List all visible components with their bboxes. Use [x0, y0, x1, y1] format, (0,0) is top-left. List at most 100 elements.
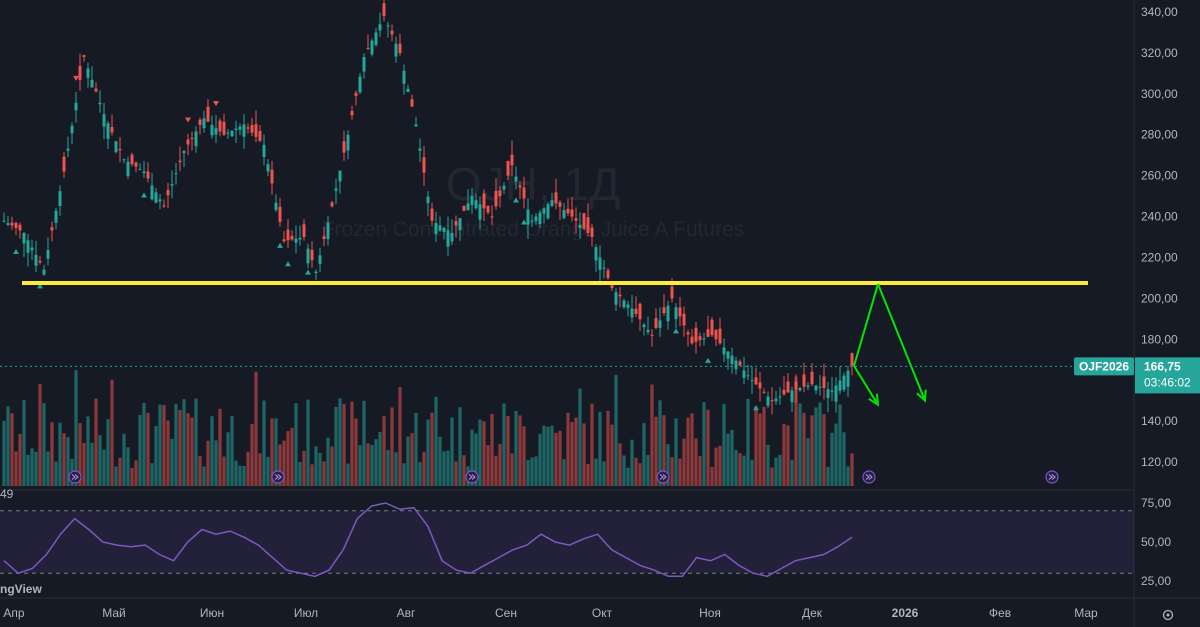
volume-bar [122, 433, 126, 486]
time-tick-label: Авг [397, 606, 416, 620]
candle-body [682, 313, 686, 326]
candle-body [414, 124, 418, 127]
volume-bar [798, 403, 802, 486]
time-tick-label: Май [102, 606, 126, 620]
candle-body [442, 228, 446, 232]
indicator-label: 49 [0, 487, 14, 501]
candle-body [650, 334, 654, 336]
volume-bar [218, 408, 222, 486]
candle-body [322, 236, 326, 240]
candle-body [418, 148, 422, 151]
candle-body [266, 164, 270, 172]
volume-bar [430, 412, 434, 486]
candle-body [714, 329, 718, 340]
candle-body [82, 55, 86, 57]
candle-body [678, 307, 682, 317]
candle-body [118, 149, 122, 151]
volume-bar [526, 459, 530, 486]
symbol-badge [1074, 357, 1134, 376]
volume-bar [746, 398, 750, 486]
volume-bar [294, 403, 298, 486]
volume-bar [66, 437, 70, 486]
candle-body [78, 65, 82, 80]
signal-up-marker [305, 269, 311, 275]
price-tick-label: 140,00 [1141, 414, 1178, 428]
volume-bar [214, 440, 218, 486]
candle-body [554, 192, 558, 204]
candle-body [314, 271, 318, 273]
volume-bar [390, 407, 394, 486]
volume-bar [634, 457, 638, 486]
last-price-badge[interactable]: OJF2026 166,75 03:46:02 [1074, 357, 1200, 394]
candle-body [534, 216, 538, 222]
candle-body [50, 227, 54, 231]
candle-body [662, 307, 666, 314]
volume-bar [822, 414, 826, 486]
candle-body [702, 338, 706, 340]
volume-bar [630, 439, 634, 486]
price-tick-label: 120,00 [1141, 455, 1178, 469]
candle-body [470, 196, 474, 206]
volume-bar [178, 409, 182, 486]
volume-bar [598, 411, 602, 486]
volume-bar [102, 449, 106, 486]
candle-body [486, 205, 490, 213]
candle-body [522, 187, 526, 199]
time-tick-label: Окт [592, 606, 613, 620]
candle-body [22, 232, 26, 244]
candle-body [298, 237, 302, 240]
candle-body [194, 131, 198, 147]
signal-up-marker [285, 261, 291, 267]
volume-bar [34, 451, 38, 486]
candle-body [38, 260, 42, 263]
volume-bar [490, 414, 494, 486]
volume-bar [766, 444, 770, 486]
volume-bar [54, 461, 58, 486]
volume-bar [842, 432, 846, 486]
volume-bar [362, 400, 366, 486]
volume-bar [554, 432, 558, 486]
settings-icon[interactable] [1162, 609, 1174, 621]
volume-bar [162, 405, 166, 486]
rsi-axis[interactable]: 75,00 50,00 25,00 [1141, 496, 1171, 588]
candle-body [478, 204, 482, 220]
volume-bars [2, 370, 854, 486]
volume-bar [182, 399, 186, 486]
volume-bar [562, 459, 566, 486]
event-markers[interactable] [68, 470, 1059, 484]
volume-bar [94, 398, 98, 486]
candle-body [318, 255, 322, 264]
volume-bar [134, 460, 138, 486]
candle-body [30, 247, 34, 251]
candle-body [810, 371, 814, 385]
rsi-tick-label: 50,00 [1141, 535, 1171, 549]
volume-bar [30, 448, 34, 486]
volume-bar [718, 445, 722, 486]
candle-body [182, 151, 186, 154]
candle-body [606, 270, 610, 278]
volume-bar [306, 399, 310, 486]
volume-bar [794, 376, 798, 486]
candle-body [826, 389, 830, 398]
candle-body [558, 202, 562, 207]
candle-body [506, 160, 510, 176]
volume-bar [830, 432, 834, 486]
candle-body [578, 224, 582, 229]
projection-arrows[interactable] [853, 283, 927, 407]
candle-body [150, 185, 154, 200]
volume-bar [730, 429, 734, 486]
volume-bar [206, 440, 210, 486]
volume-bar [570, 421, 574, 486]
volume-bar [770, 467, 774, 486]
volume-bar [542, 425, 546, 486]
candle-body [226, 132, 230, 134]
time-axis[interactable]: Апр Май Июн Июл Авг Сен Окт Ноя Дек 2026 Фев Мар [3, 606, 1098, 620]
volume-bar [210, 416, 214, 486]
volume-bar [494, 455, 498, 486]
price-axis[interactable]: 120,00140,00160,00180,00200,00220,00240,… [1141, 5, 1178, 469]
volume-bar [406, 436, 410, 486]
volume-bar [106, 419, 110, 486]
volume-bar [366, 443, 370, 486]
volume-bar [394, 452, 398, 486]
